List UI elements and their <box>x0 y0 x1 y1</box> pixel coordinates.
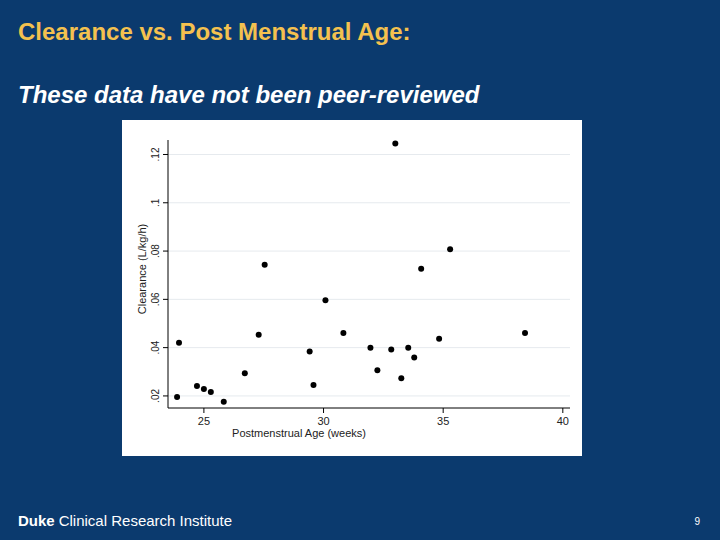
point <box>310 382 316 388</box>
y-tick-label: .12 <box>150 147 161 161</box>
y-tick-label: .06 <box>150 292 161 306</box>
point <box>367 345 373 351</box>
y-tick <box>163 154 168 155</box>
x-tick <box>443 408 444 413</box>
point <box>174 394 180 400</box>
footer-brand: Duke <box>18 512 55 529</box>
point <box>340 330 346 336</box>
title: Clearance vs. Post Menstrual Age: <box>18 18 411 45</box>
points <box>174 141 528 405</box>
grid-line <box>168 299 570 300</box>
grid-line <box>168 395 570 396</box>
point <box>398 375 404 381</box>
y-axis <box>168 140 169 408</box>
point <box>436 336 442 342</box>
y-tick-label: .1 <box>150 198 161 207</box>
y-tick <box>163 299 168 300</box>
footer-text: Clinical Research Institute <box>59 512 232 529</box>
x-tick <box>323 408 324 413</box>
point <box>201 386 207 392</box>
y-axis-label: Clearance (L/kg/h) <box>136 224 148 315</box>
point <box>447 246 453 252</box>
footer: DukeClinical Research Institute <box>18 512 232 529</box>
slide: Clearance vs. Post Menstrual Age: These d… <box>0 0 720 540</box>
x-tick-label: 40 <box>557 415 569 427</box>
x-tick <box>203 408 204 413</box>
point <box>388 347 394 353</box>
grid-line <box>168 251 570 252</box>
background <box>0 0 720 540</box>
point <box>221 399 227 405</box>
point <box>405 345 411 351</box>
y-tick-label: .04 <box>150 340 161 354</box>
x-axis-label: Postmenstrual Age (weeks) <box>232 427 366 439</box>
y-tick <box>163 202 168 203</box>
point <box>242 370 248 376</box>
page-number: 9 <box>694 516 700 527</box>
point <box>322 297 328 303</box>
y-tick <box>163 251 168 252</box>
x-axis <box>168 408 570 409</box>
point <box>194 383 200 389</box>
grid-line <box>168 154 570 155</box>
point <box>411 355 417 361</box>
point <box>176 340 182 346</box>
y-tick-label: .08 <box>150 244 161 258</box>
subtitle: These data have not been peer-reviewed <box>18 81 481 108</box>
point <box>418 266 424 272</box>
point <box>208 389 214 395</box>
y-tick <box>163 347 168 348</box>
x-tick-label: 30 <box>317 415 329 427</box>
point <box>307 349 313 355</box>
y-tick <box>163 395 168 396</box>
point <box>522 330 528 336</box>
point <box>392 141 398 147</box>
x-tick-label: 25 <box>198 415 210 427</box>
point <box>256 332 262 338</box>
point <box>262 262 268 268</box>
chart-panel <box>122 120 582 456</box>
grid-line <box>168 202 570 203</box>
x-tick-label: 35 <box>437 415 449 427</box>
y-tick-label: .02 <box>150 389 161 403</box>
point <box>374 367 380 373</box>
x-tick <box>562 408 563 413</box>
